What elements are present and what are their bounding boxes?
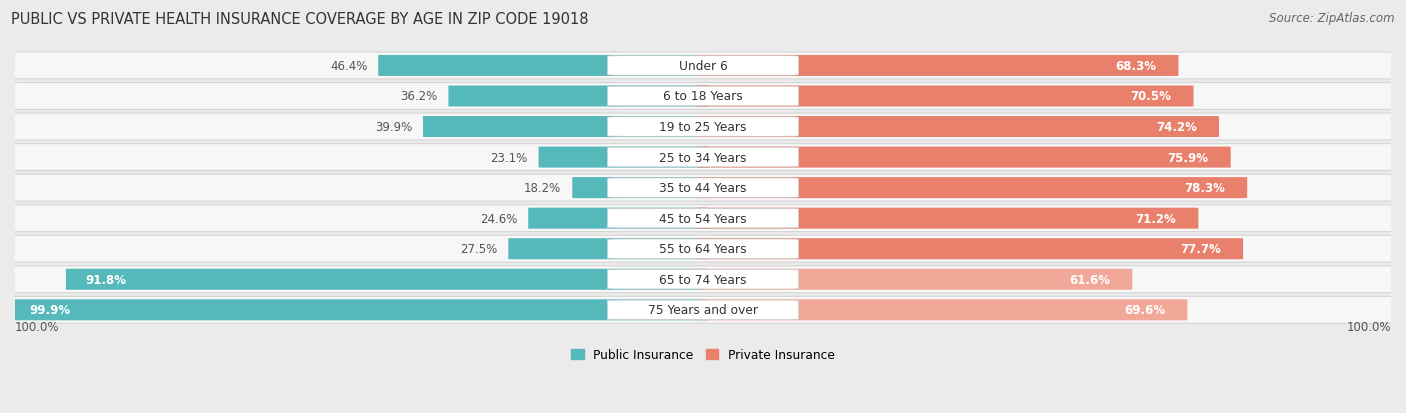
FancyBboxPatch shape (4, 114, 1402, 141)
FancyBboxPatch shape (607, 240, 799, 259)
Text: 55 to 64 Years: 55 to 64 Years (659, 242, 747, 256)
Legend: Public Insurance, Private Insurance: Public Insurance, Private Insurance (567, 344, 839, 366)
Text: 91.8%: 91.8% (86, 273, 127, 286)
FancyBboxPatch shape (697, 56, 1178, 77)
FancyBboxPatch shape (697, 208, 1198, 229)
Text: 6 to 18 Years: 6 to 18 Years (664, 90, 742, 103)
Text: 69.6%: 69.6% (1125, 304, 1166, 316)
FancyBboxPatch shape (607, 87, 799, 107)
Text: 19 to 25 Years: 19 to 25 Years (659, 121, 747, 134)
FancyBboxPatch shape (607, 118, 799, 137)
Text: 70.5%: 70.5% (1130, 90, 1171, 103)
Text: 99.9%: 99.9% (30, 304, 70, 316)
FancyBboxPatch shape (4, 144, 1402, 171)
FancyBboxPatch shape (538, 147, 709, 168)
Text: 68.3%: 68.3% (1115, 60, 1156, 73)
FancyBboxPatch shape (4, 236, 1402, 263)
FancyBboxPatch shape (697, 178, 1247, 199)
Text: 35 to 44 Years: 35 to 44 Years (659, 182, 747, 195)
Text: 45 to 54 Years: 45 to 54 Years (659, 212, 747, 225)
FancyBboxPatch shape (66, 269, 709, 290)
Text: 74.2%: 74.2% (1156, 121, 1197, 134)
FancyBboxPatch shape (607, 57, 799, 76)
FancyBboxPatch shape (4, 205, 1402, 232)
FancyBboxPatch shape (4, 175, 1402, 202)
Text: PUBLIC VS PRIVATE HEALTH INSURANCE COVERAGE BY AGE IN ZIP CODE 19018: PUBLIC VS PRIVATE HEALTH INSURANCE COVER… (11, 12, 589, 27)
FancyBboxPatch shape (697, 86, 1194, 107)
Text: 78.3%: 78.3% (1184, 182, 1225, 195)
FancyBboxPatch shape (529, 208, 709, 229)
Text: 23.1%: 23.1% (491, 151, 527, 164)
FancyBboxPatch shape (697, 239, 1243, 260)
Text: 100.0%: 100.0% (1347, 320, 1391, 334)
Text: 18.2%: 18.2% (524, 182, 561, 195)
FancyBboxPatch shape (4, 297, 1402, 323)
FancyBboxPatch shape (697, 117, 1219, 138)
FancyBboxPatch shape (607, 209, 799, 228)
FancyBboxPatch shape (449, 86, 709, 107)
Text: 100.0%: 100.0% (15, 320, 59, 334)
FancyBboxPatch shape (607, 178, 799, 198)
Text: 39.9%: 39.9% (375, 121, 412, 134)
Text: 77.7%: 77.7% (1180, 242, 1220, 256)
Text: 71.2%: 71.2% (1136, 212, 1177, 225)
FancyBboxPatch shape (697, 299, 1187, 320)
FancyBboxPatch shape (572, 178, 709, 199)
Text: 27.5%: 27.5% (460, 242, 498, 256)
Text: 75 Years and over: 75 Years and over (648, 304, 758, 316)
FancyBboxPatch shape (423, 117, 709, 138)
FancyBboxPatch shape (378, 56, 709, 77)
FancyBboxPatch shape (4, 266, 1402, 293)
Text: 36.2%: 36.2% (401, 90, 437, 103)
Text: 61.6%: 61.6% (1070, 273, 1111, 286)
Text: 25 to 34 Years: 25 to 34 Years (659, 151, 747, 164)
Text: 24.6%: 24.6% (479, 212, 517, 225)
FancyBboxPatch shape (509, 239, 709, 260)
FancyBboxPatch shape (4, 83, 1402, 110)
FancyBboxPatch shape (607, 148, 799, 167)
FancyBboxPatch shape (697, 269, 1132, 290)
FancyBboxPatch shape (697, 147, 1230, 168)
FancyBboxPatch shape (607, 270, 799, 289)
Text: 46.4%: 46.4% (330, 60, 367, 73)
FancyBboxPatch shape (4, 53, 1402, 80)
Text: Under 6: Under 6 (679, 60, 727, 73)
FancyBboxPatch shape (10, 299, 709, 320)
Text: Source: ZipAtlas.com: Source: ZipAtlas.com (1270, 12, 1395, 25)
Text: 65 to 74 Years: 65 to 74 Years (659, 273, 747, 286)
Text: 75.9%: 75.9% (1167, 151, 1209, 164)
FancyBboxPatch shape (607, 300, 799, 320)
